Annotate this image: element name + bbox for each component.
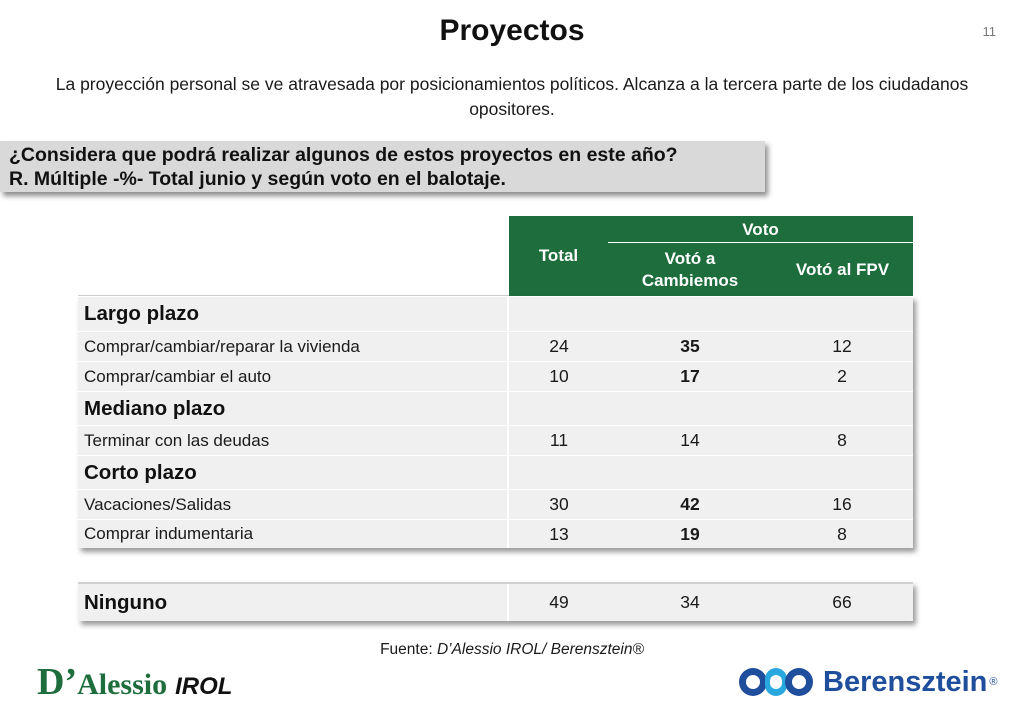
dalessio-logo-name: Alessio <box>77 668 168 701</box>
header-divider <box>608 242 913 243</box>
cell-cambiemos: 17 <box>680 366 700 386</box>
cell-cambiemos: 42 <box>680 494 700 514</box>
cell-total: 49 <box>549 592 569 612</box>
cell-total: 13 <box>549 523 569 544</box>
section-row-mediano: Mediano plazo <box>78 391 913 425</box>
cell-fpv: 16 <box>832 494 852 514</box>
question-box: ¿Considera que podrá realizar algunos de… <box>0 141 765 192</box>
cell-fpv: 8 <box>837 430 847 450</box>
table-header <box>509 216 913 296</box>
source-text: D’Alessio IROL/ Berensztein® <box>436 641 644 658</box>
cell-cambiemos: 35 <box>680 336 700 356</box>
row-label: Ninguno <box>84 590 168 614</box>
row-label: Comprar/cambiar el auto <box>84 366 272 386</box>
cell-cambiemos: 14 <box>680 430 700 450</box>
section-label: Largo plazo <box>84 302 200 325</box>
source-note: Fuente: D’Alessio IROL/ Berensztein® <box>0 641 1024 659</box>
dalessio-logo-irol: IROL <box>175 673 233 700</box>
berensztein-logo-reg: ® <box>989 676 998 688</box>
page-title: Proyectos <box>439 14 585 47</box>
cell-total: 30 <box>549 494 569 514</box>
dalessio-logo: D’Alessio IROL <box>37 660 232 704</box>
cell-cambiemos: 19 <box>680 523 700 544</box>
subtitle: La proyección personal se ve atravesada … <box>55 74 969 119</box>
cell-fpv: 8 <box>837 523 847 544</box>
row-label: Terminar con las deudas <box>84 430 270 450</box>
table-row: Vacaciones/Salidas 30 42 16 <box>78 489 913 519</box>
berensztein-mark-icon <box>739 668 813 696</box>
section-label: Mediano plazo <box>84 396 226 420</box>
source-prefix: Fuente: <box>380 641 437 658</box>
cell-fpv: 66 <box>832 592 852 612</box>
cell-total: 10 <box>549 366 569 386</box>
table-row: Comprar/cambiar/reparar la vivienda 24 3… <box>78 331 913 361</box>
dalessio-logo-d: D’ <box>37 661 78 703</box>
section-row-corto: Corto plazo <box>78 455 913 489</box>
table-row: Terminar con las deudas 11 14 8 <box>78 425 913 455</box>
row-label: Vacaciones/Salidas <box>84 494 232 514</box>
table-row: Comprar/cambiar el auto 10 17 2 <box>78 361 913 391</box>
section-row-largo: Largo plazo <box>78 296 913 331</box>
cell-fpv: 12 <box>832 336 852 356</box>
table-row: Comprar indumentaria 13 19 8 <box>78 519 913 548</box>
page-number: 11 <box>982 24 997 39</box>
table-row-ninguno: Ninguno 49 34 66 <box>78 582 913 621</box>
section-label: Corto plazo <box>84 460 197 484</box>
cell-total: 11 <box>549 430 569 450</box>
cell-total: 24 <box>549 336 569 356</box>
cell-fpv: 2 <box>837 366 847 386</box>
berensztein-logo: Berensztein ® <box>737 662 998 702</box>
col-header-cambiemos: Votó a Cambiemos <box>641 249 739 290</box>
berensztein-logo-name: Berensztein <box>823 665 988 698</box>
row-label: Comprar indumentaria <box>84 524 254 543</box>
col-header-fpv: Votó al FPV <box>795 260 890 279</box>
col-header-total: Total <box>538 246 579 265</box>
row-label: Comprar/cambiar/reparar la vivienda <box>84 336 360 356</box>
col-group-voto: Voto <box>742 220 779 239</box>
question-line-1: ¿Considera que podrá realizar algunos de… <box>9 144 678 166</box>
question-line-2: R. Múltiple -%- Total junio y según voto… <box>9 168 506 190</box>
cell-cambiemos: 34 <box>680 592 700 612</box>
